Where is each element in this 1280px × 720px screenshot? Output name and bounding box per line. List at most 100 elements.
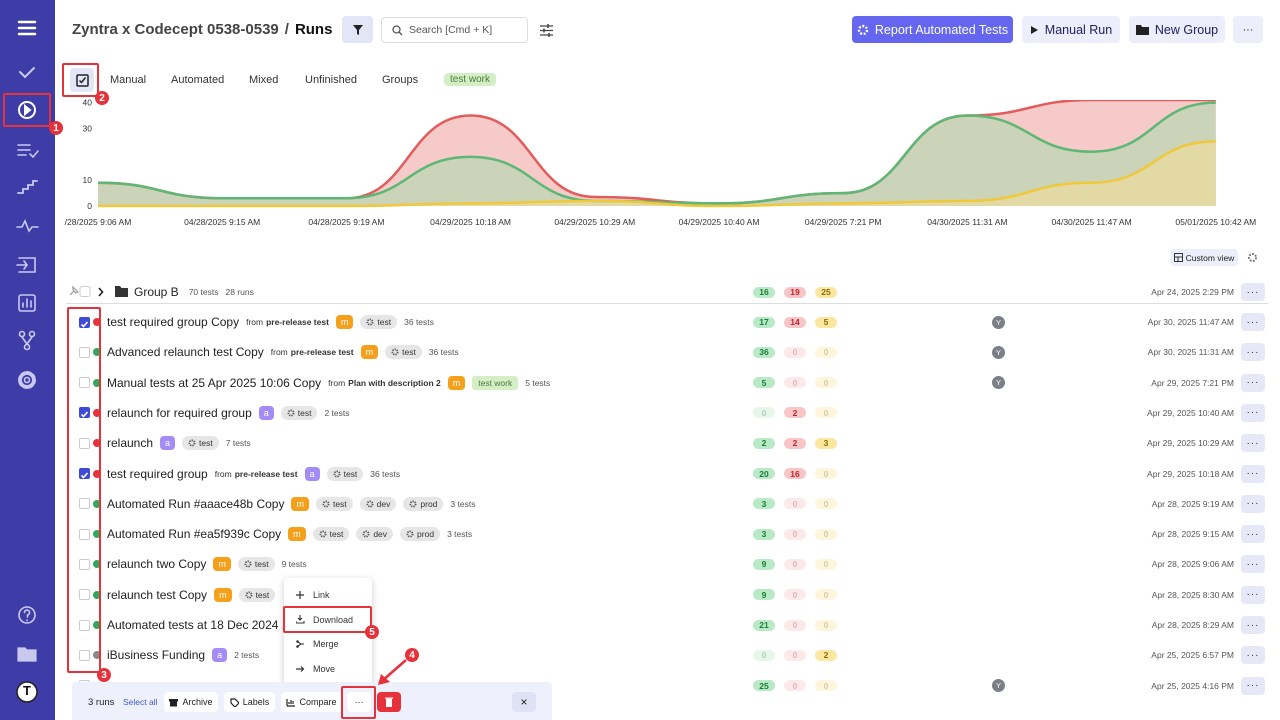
filter-icon: [352, 24, 363, 35]
count-pill: 36: [753, 346, 775, 358]
row-checkbox[interactable]: [79, 619, 90, 631]
search-input[interactable]: Search [Cmd + K]: [381, 17, 528, 43]
manual-run-button[interactable]: Manual Run: [1022, 16, 1120, 43]
status-icon: [93, 560, 101, 572]
assignee-avatar: Y: [992, 679, 1005, 693]
user-avatar[interactable]: T: [23, 683, 31, 698]
run-name[interactable]: Manual tests at 25 Apr 2025 10:06 Copy: [107, 375, 322, 390]
report-button[interactable]: Report Automated Tests: [852, 16, 1013, 43]
tab[interactable]: Manual: [110, 74, 147, 86]
row-checkbox[interactable]: [79, 437, 90, 449]
bulk-more[interactable]: ···: [347, 692, 371, 712]
row-more[interactable]: ···: [1241, 646, 1265, 665]
run-name[interactable]: relaunch: [107, 436, 154, 451]
row-more[interactable]: ···: [1241, 343, 1265, 362]
row-more[interactable]: ···: [1241, 616, 1265, 634]
status-icon: [93, 348, 101, 360]
tab[interactable]: Automated: [171, 74, 225, 86]
row-more[interactable]: ···: [1241, 403, 1265, 422]
from-word: from: [214, 468, 232, 479]
select-mode-button[interactable]: [70, 68, 94, 92]
row-more[interactable]: ···: [1241, 313, 1265, 331]
label-filter-chip[interactable]: test work: [444, 73, 497, 86]
menu-item[interactable]: Merge: [296, 639, 339, 649]
row-more[interactable]: ···: [1241, 434, 1265, 453]
bulk-close[interactable]: ×: [512, 692, 536, 712]
custom-view-button[interactable]: Custom view: [1170, 249, 1238, 266]
folder-icon: [1135, 25, 1149, 35]
status-icon: [93, 499, 101, 512]
sidebar-icons: [16, 20, 39, 703]
status-glyph: [94, 507, 100, 512]
bulk-action[interactable]: Compare: [281, 692, 342, 712]
highlight-box: [62, 63, 99, 97]
row-more[interactable]: ···: [1241, 283, 1265, 301]
header-more[interactable]: ···: [1233, 16, 1263, 43]
row-checkbox[interactable]: [79, 649, 90, 661]
bulk-action[interactable]: Labels: [224, 692, 275, 712]
filter-button[interactable]: [342, 16, 373, 43]
group-name[interactable]: Group B: [134, 285, 179, 299]
count-pill: 0: [815, 619, 837, 631]
run-name[interactable]: Automated Run #aaace48b Copy: [107, 496, 285, 511]
tag-gear: [409, 500, 417, 508]
run-name[interactable]: Automated tests at 18 Dec 2024 12: [107, 618, 296, 632]
run-name[interactable]: iBusiness Funding: [107, 648, 206, 663]
row-line: Automated Run #ea5f939c Copy m test dev prod…: [107, 525, 472, 543]
run-name[interactable]: test required group: [107, 466, 208, 481]
row-checkbox[interactable]: [79, 346, 90, 358]
tag-gear: [188, 439, 196, 447]
tag-text: test: [329, 529, 344, 540]
run-badge: m: [213, 557, 231, 572]
status-glyph: [94, 598, 100, 602]
row-more[interactable]: ···: [1241, 525, 1265, 544]
run-badge: m: [288, 527, 306, 542]
highlight-box: [67, 307, 101, 673]
row-checkbox[interactable]: [79, 407, 90, 419]
tag-chip: test: [385, 345, 422, 360]
settings-sliders[interactable]: [540, 24, 553, 37]
menu-item[interactable]: Link: [296, 590, 330, 600]
new-group-button[interactable]: New Group: [1129, 16, 1225, 43]
project-name[interactable]: Zyntra x Codecept 0538-0539: [72, 21, 279, 38]
row-checkbox[interactable]: [79, 377, 90, 389]
run-name[interactable]: relaunch test Copy: [107, 587, 208, 602]
bulk-action[interactable]: Archive: [164, 692, 218, 712]
menu-item[interactable]: Download: [296, 615, 353, 625]
row-more[interactable]: ···: [1241, 373, 1265, 392]
tab[interactable]: Groups: [382, 74, 419, 86]
highlight-box: [283, 606, 372, 633]
select-all-link[interactable]: Select all: [123, 697, 158, 707]
run-name[interactable]: test required group Copy: [107, 315, 240, 329]
row-more[interactable]: ···: [1241, 585, 1265, 604]
view-settings[interactable]: [1247, 252, 1258, 263]
status-icon: [93, 469, 101, 480]
count-pill: 0: [784, 649, 806, 661]
run-name[interactable]: relaunch for required group: [107, 405, 252, 420]
row-checkbox[interactable]: [79, 528, 90, 540]
tag-chip: dev: [359, 496, 397, 511]
row-more[interactable]: ···: [1241, 494, 1265, 513]
row-more[interactable]: ···: [1241, 555, 1265, 574]
row-date: Apr 28, 2025 8:29 AM: [1151, 620, 1234, 630]
row-checkbox[interactable]: [79, 468, 90, 479]
row-more[interactable]: ···: [1241, 464, 1265, 483]
area-fill: [98, 141, 1216, 206]
run-name[interactable]: Automated Run #ea5f939c Copy: [107, 527, 282, 542]
status-glyph: [94, 628, 100, 633]
menu-item[interactable]: Move: [296, 664, 335, 674]
run-name[interactable]: relaunch two Copy: [107, 557, 207, 572]
tab[interactable]: Unfinished: [305, 74, 357, 86]
bulk-delete[interactable]: [377, 692, 401, 712]
row-checkbox[interactable]: [79, 589, 90, 601]
count-pill: 0: [753, 407, 775, 419]
count-pill: 0: [815, 498, 837, 510]
row-checkbox[interactable]: [79, 316, 90, 328]
row-checkbox[interactable]: [79, 498, 90, 510]
row-more[interactable]: ···: [1241, 676, 1265, 695]
run-name[interactable]: Advanced relaunch test Copy: [107, 345, 264, 360]
tab[interactable]: Mixed: [249, 74, 279, 86]
row-line: relaunch two Copy m test 9 tests: [107, 555, 307, 573]
action-icon: [286, 698, 296, 707]
row-checkbox[interactable]: [79, 558, 90, 570]
